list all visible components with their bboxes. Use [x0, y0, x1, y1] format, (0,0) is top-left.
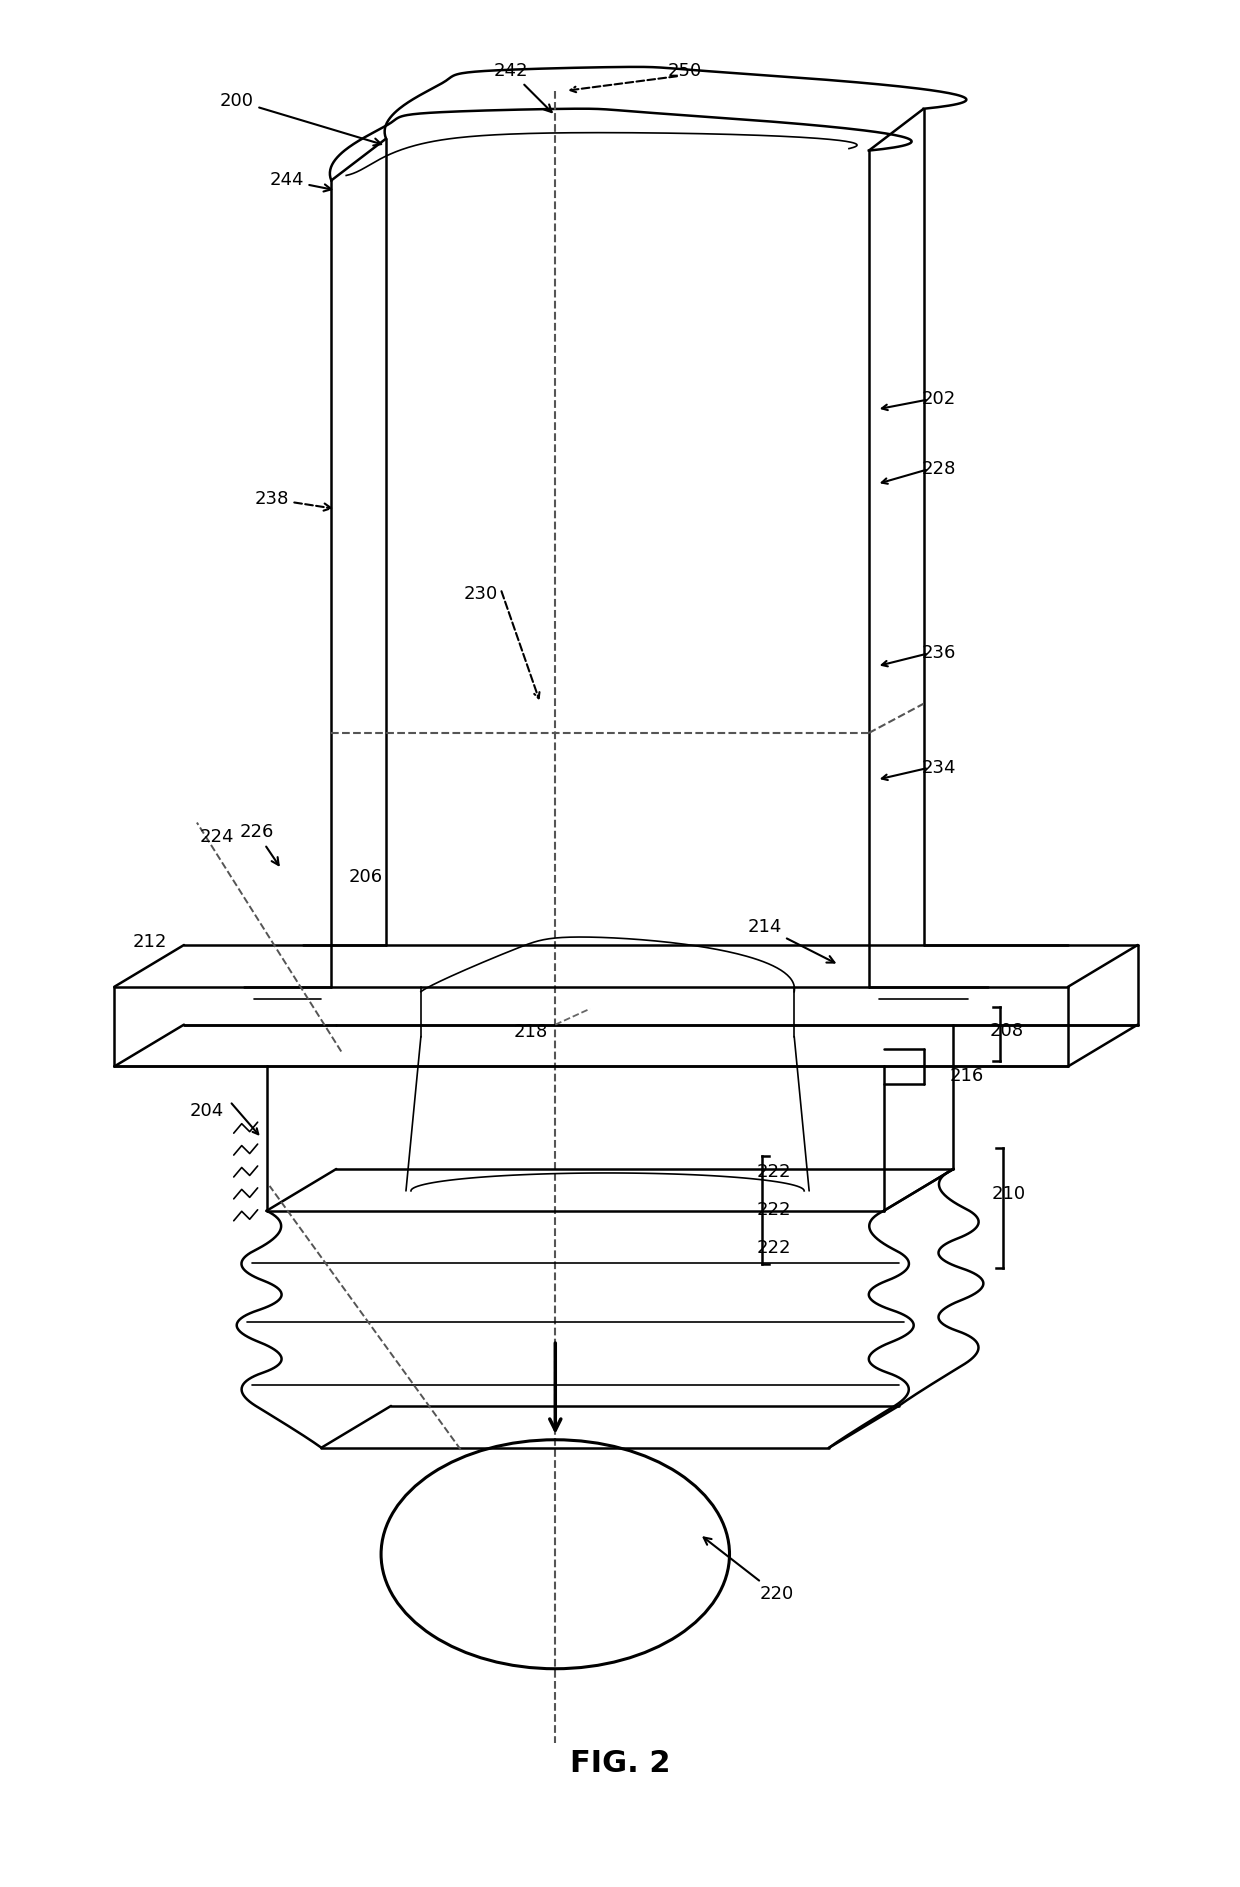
Text: 200: 200	[219, 92, 381, 145]
Text: FIG. 2: FIG. 2	[569, 1749, 671, 1778]
Text: 222: 222	[758, 1162, 791, 1181]
Text: 210: 210	[991, 1185, 1025, 1202]
Text: 228: 228	[921, 460, 956, 477]
Text: 204: 204	[190, 1102, 224, 1121]
Text: 212: 212	[133, 932, 167, 951]
Text: 208: 208	[990, 1021, 1023, 1040]
Text: 202: 202	[921, 391, 956, 408]
Text: 234: 234	[921, 759, 956, 777]
Text: 230: 230	[464, 585, 497, 602]
Text: 244: 244	[269, 172, 331, 191]
Text: 250: 250	[667, 62, 702, 79]
Text: 242: 242	[494, 62, 552, 111]
Text: 238: 238	[254, 491, 331, 511]
Text: 206: 206	[350, 868, 383, 887]
Text: 222: 222	[758, 1238, 791, 1257]
Text: 214: 214	[748, 919, 835, 962]
Text: 218: 218	[513, 1023, 548, 1040]
Text: 216: 216	[950, 1068, 983, 1085]
Text: 222: 222	[758, 1200, 791, 1219]
Text: 226: 226	[239, 823, 279, 864]
Text: 224: 224	[200, 828, 234, 847]
Text: 220: 220	[703, 1538, 794, 1604]
Text: 236: 236	[921, 643, 956, 662]
